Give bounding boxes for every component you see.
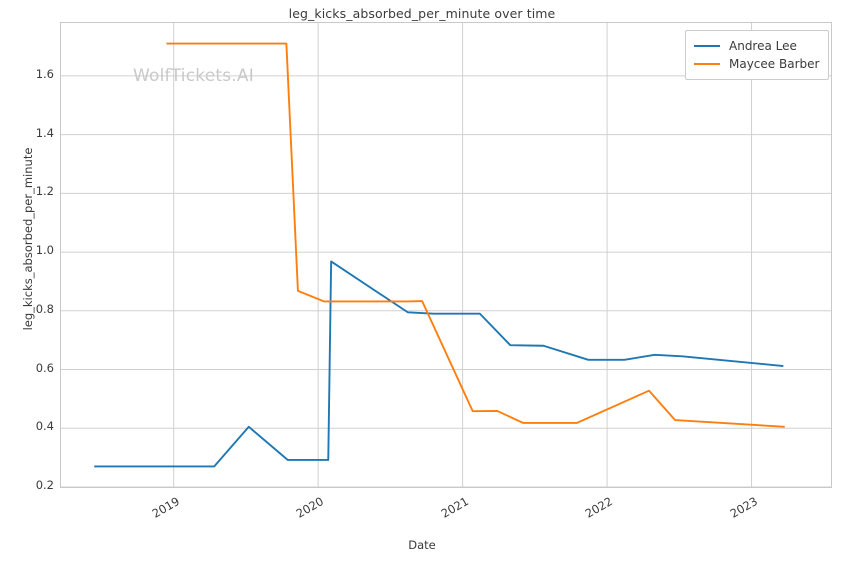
y-axis-label: leg_kicks_absorbed_per_minute	[21, 147, 35, 331]
series-lines	[94, 42, 785, 468]
y-tick-label: 1.0	[35, 243, 54, 258]
legend-item[interactable]: Andrea Lee	[694, 37, 819, 55]
plot-area: WolfTickets.AI	[60, 22, 832, 488]
chart-legend: Andrea Lee Maycee Barber	[685, 30, 830, 80]
x-tick-label: 2019	[149, 494, 182, 521]
x-tick-label: 2021	[438, 494, 471, 521]
y-tick-label: 0.8	[35, 301, 54, 316]
x-tick-label: 2023	[727, 494, 760, 521]
x-axis-label: Date	[408, 538, 436, 552]
grid-lines	[61, 23, 831, 487]
y-tick-label: 0.4	[35, 419, 54, 434]
legend-color-swatch	[694, 45, 720, 47]
legend-item-label: Maycee Barber	[729, 57, 820, 71]
legend-item[interactable]: Maycee Barber	[694, 55, 819, 73]
y-tick-label: 0.6	[35, 360, 54, 375]
x-tick-label: 2020	[293, 494, 327, 521]
y-tick-label: 1.4	[35, 125, 54, 140]
chart-title: leg_kicks_absorbed_per_minute over time	[288, 6, 556, 21]
legend-color-swatch	[694, 63, 720, 65]
y-tick-label: 1.2	[35, 184, 54, 199]
y-tick-label: 0.2	[35, 478, 54, 492]
y-tick-label: 1.6	[35, 66, 54, 81]
legend-item-label: Andrea Lee	[729, 39, 797, 53]
plot-canvas	[61, 23, 831, 487]
watermark: WolfTickets.AI	[133, 66, 254, 86]
series-line	[94, 260, 784, 468]
x-tick-label: 2022	[582, 494, 616, 521]
series-line	[166, 42, 785, 428]
